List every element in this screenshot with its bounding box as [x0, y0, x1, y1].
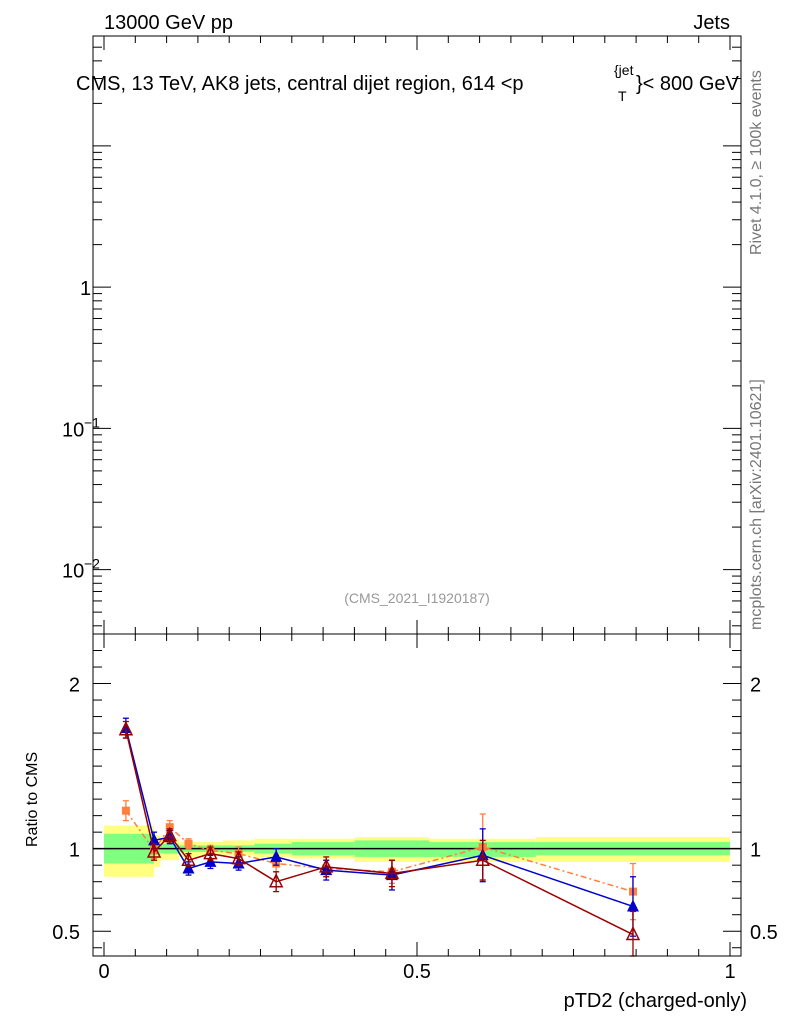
data-point	[146, 843, 162, 858]
data-point	[148, 833, 161, 846]
rivet-label: Rivet 4.1.0, ≥ 100k events	[748, 70, 765, 255]
ratio-y-axis-label: Ratio to CMS	[24, 752, 41, 847]
ratio-y-tick-label: 2	[69, 675, 80, 697]
data-point	[162, 826, 177, 842]
main-y-ticks: 110−110−2	[62, 35, 741, 634]
ratio-panel: 0.5 0.5 1 1 2 2 0 0.5 1	[52, 633, 778, 983]
plot-title-tail: }< 800 GeV	[636, 73, 740, 95]
x-axis-label: pTD2 (charged-only)	[564, 990, 747, 1012]
ratio-y-tick-label-right: 0.5	[750, 922, 778, 944]
data-point	[268, 873, 284, 888]
data-point	[319, 858, 334, 873]
x-tick-label: 1	[724, 961, 735, 983]
mcplots-label: mcplots.cern.ch [arXiv:2401.10621]	[748, 379, 765, 630]
plot-title-sup: {jet	[614, 62, 634, 78]
data-point	[184, 839, 193, 848]
ratio-y-tick-label-right: 2	[750, 675, 761, 697]
plot-title-main: CMS, 13 TeV, AK8 jets, central dijet reg…	[76, 73, 524, 95]
series-red-open-triangles	[118, 720, 641, 957]
energy-label: 13000 GeV pp	[104, 12, 233, 34]
data-point	[203, 844, 218, 860]
x-tick-label: 0.5	[403, 961, 431, 983]
data-point	[625, 925, 641, 941]
main-y-tick-label-exponent: −2	[84, 556, 100, 572]
data-point	[626, 899, 639, 912]
series-line	[125, 727, 634, 908]
data-point	[384, 864, 400, 880]
analysis-watermark: (CMS_2021_I1920187)	[344, 590, 490, 606]
ratio-panel-frame	[92, 633, 742, 957]
data-point	[204, 854, 217, 867]
ratio-y-tick-label: 0.5	[52, 922, 80, 944]
main-y-tick-label: 1	[80, 278, 91, 300]
x-tick-label: 0	[98, 961, 109, 983]
plot-title-sub: T	[618, 88, 627, 104]
process-label: Jets	[693, 12, 730, 34]
data-point	[118, 721, 134, 736]
main-y-tick-label: 10	[62, 561, 84, 583]
series-line	[125, 810, 634, 893]
data-point	[475, 851, 490, 866]
series-blue-triangles	[119, 717, 639, 937]
ratio-y-tick-label-right: 1	[750, 840, 761, 862]
ratio-y-tick-label: 1	[69, 840, 80, 862]
plot-title: CMS, 13 TeV, AK8 jets, central dijet reg…	[76, 73, 524, 95]
main-y-tick-label-exponent: −1	[84, 414, 100, 430]
series-line	[125, 729, 634, 936]
data-point	[121, 806, 130, 815]
main-panel-frame	[92, 35, 742, 635]
data-point	[182, 861, 195, 874]
main-y-tick-label: 10	[62, 419, 84, 441]
data-point	[231, 849, 246, 865]
data-point	[270, 849, 283, 862]
data-point	[181, 851, 196, 866]
